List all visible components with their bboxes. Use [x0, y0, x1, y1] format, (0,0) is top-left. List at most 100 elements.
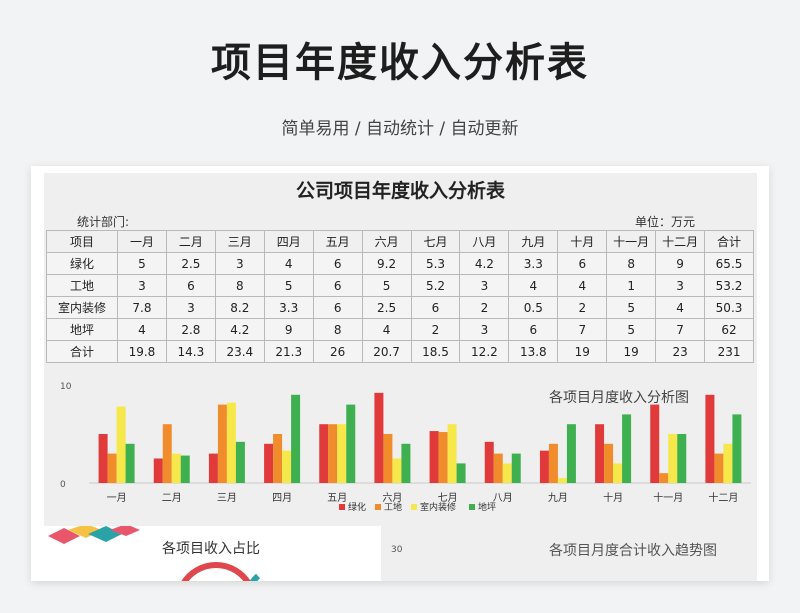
table-cell: 五月	[312, 230, 363, 253]
bar-绿化	[374, 392, 384, 483]
bar-地坪	[456, 463, 466, 483]
y-tick-label: 10	[60, 382, 72, 392]
x-tick-label: 九月	[548, 492, 568, 504]
table-cell: 4	[557, 274, 608, 297]
table-cell: 26	[312, 340, 363, 363]
bar-工地	[217, 404, 227, 483]
legend-swatch	[469, 504, 475, 510]
table-cell: 4	[263, 252, 314, 275]
table-cell: 0.5	[508, 296, 559, 319]
bar-地坪	[566, 424, 576, 483]
pie-chart-title: 各项目收入占比	[162, 541, 260, 557]
spreadsheet-preview: 公司项目年度收入分析表 统计部门: 单位：万元 项目 一月 二月 三月 四月 五月 六月 七月…	[31, 166, 769, 581]
x-tick-label: 四月	[272, 492, 292, 504]
y-tick-label: 0	[60, 480, 66, 490]
table-cell: 2	[459, 296, 510, 319]
bar-地坪	[677, 434, 687, 483]
bar-工地	[162, 424, 172, 483]
table-cell: 绿化	[46, 252, 118, 275]
bar-绿化	[319, 424, 329, 483]
table-header-row: 项目 一月 二月 三月 四月 五月 六月 七月 八月 九月 十月 十一月 十二月 合计	[46, 230, 754, 253]
bar-室内装修	[502, 463, 512, 483]
table-cell: 四月	[263, 230, 314, 253]
legend-label: 室内装修	[420, 501, 456, 513]
table-cell: 3	[214, 252, 265, 275]
table-cell: 十一月	[606, 230, 657, 253]
table-cell: 十月	[557, 230, 608, 253]
table-title: 公司项目年度收入分析表	[295, 180, 505, 202]
table-cell: 6	[312, 296, 363, 319]
x-tick-label: 六月	[382, 492, 402, 504]
bar-地坪	[401, 443, 411, 483]
table-cell: 21.3	[263, 340, 314, 363]
page-title: 项目年度收入分析表	[211, 40, 589, 86]
table-cell: 6	[410, 296, 461, 319]
table-cell: 工地	[46, 274, 118, 297]
table-cell: 6	[312, 274, 363, 297]
table-cell: 9.2	[361, 252, 412, 275]
bar-绿化	[539, 450, 549, 483]
table-cell: 50.3	[704, 296, 754, 319]
x-tick-label: 二月	[162, 492, 182, 504]
bar-工地	[659, 473, 669, 483]
table-cell: 2.5	[361, 296, 412, 319]
table-cell: 十二月	[655, 230, 706, 253]
table-cell: 4.2	[214, 318, 265, 341]
dept-label: 统计部门:	[77, 215, 130, 229]
table-cell: 三月	[214, 230, 265, 253]
bar-室内装修	[226, 402, 236, 483]
bar-室内装修	[668, 434, 678, 483]
table-cell: 231	[704, 340, 754, 363]
table-cell: 6	[312, 252, 363, 275]
bar-绿化	[98, 434, 108, 483]
table-cell: 9	[655, 252, 706, 275]
table-row: 地坪 4 2.8 4.2 9 8 4 2 3 6 7 5 7 62	[46, 318, 754, 341]
table-cell: 23	[655, 340, 706, 363]
table-cell: 7	[655, 318, 706, 341]
table-cell: 九月	[508, 230, 559, 253]
bar-工地	[714, 453, 724, 483]
bar-chart-title: 各项目月度收入分析图	[549, 390, 689, 406]
table-cell: 3.3	[263, 296, 314, 319]
table-cell: 3	[459, 318, 510, 341]
table-cell: 3	[459, 274, 510, 297]
bar-工地	[604, 443, 614, 483]
table-cell: 6	[508, 318, 559, 341]
table-cell: 8.2	[214, 296, 265, 319]
table-cell: 4.2	[459, 252, 510, 275]
bar-室内装修	[171, 453, 181, 483]
bar-工地	[548, 443, 558, 483]
bar-工地	[107, 453, 117, 483]
bar-地坪	[511, 453, 521, 483]
bar-室内装修	[447, 424, 457, 483]
table-cell: 8	[312, 318, 363, 341]
table-cell: 3	[117, 274, 167, 297]
table-cell: 53.2	[704, 274, 754, 297]
bar-地坪	[180, 455, 190, 483]
unit-label: 单位：万元	[635, 215, 696, 229]
bar-工地	[273, 434, 283, 483]
income-table: 项目 一月 二月 三月 四月 五月 六月 七月 八月 九月 十月 十一月 十二月 合计 绿化 5 2.5 3 4 6 9…	[46, 230, 754, 363]
table-cell: 2	[557, 296, 608, 319]
table-cell: 20.7	[361, 340, 412, 363]
bar-室内装修	[116, 406, 126, 483]
legend-swatch	[375, 504, 381, 510]
table-cell: 5	[606, 318, 657, 341]
table-cell: 5	[117, 252, 167, 275]
x-tick-label: 八月	[493, 492, 513, 504]
bar-地坪	[732, 414, 742, 483]
table-cell: 六月	[361, 230, 412, 253]
table-cell: 4	[117, 318, 167, 341]
bar-工地	[328, 424, 338, 483]
table-cell: 合计	[46, 340, 118, 363]
x-tick-label: 十月	[603, 491, 623, 504]
table-cell: 合计	[704, 230, 754, 253]
table-cell: 3.3	[508, 252, 559, 275]
table-cell: 5	[263, 274, 314, 297]
table-cell: 6	[557, 252, 608, 275]
bar-室内装修	[392, 458, 402, 483]
bar-工地	[438, 432, 448, 483]
table-cell: 5	[361, 274, 412, 297]
trend-axis-tick: 30	[391, 545, 403, 555]
pie-chart-panel	[44, 524, 381, 581]
